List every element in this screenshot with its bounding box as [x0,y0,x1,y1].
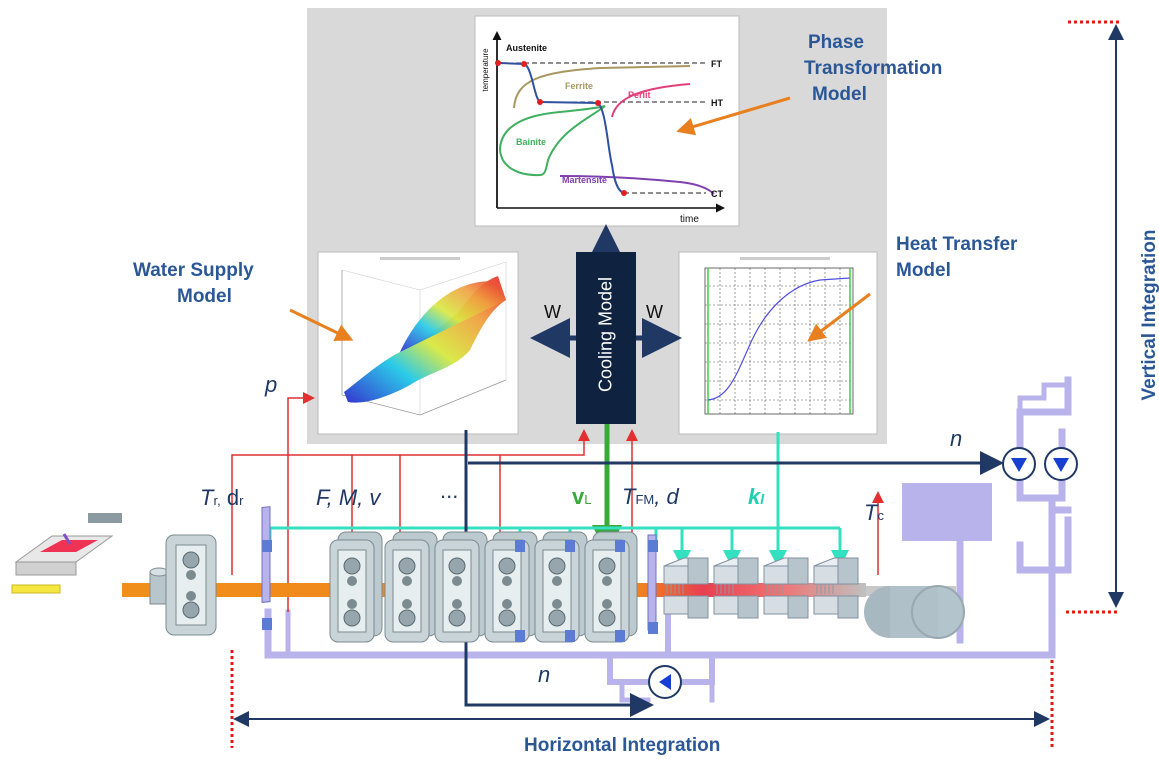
slab-icon [14,513,122,576]
heat-title-line2: Model [896,260,951,281]
phase-martensite: Martensite [562,175,607,185]
w-right-label: W [646,302,663,322]
horizontal-integration-label: Horizontal Integration [524,735,721,756]
phase-title-line2: Transformation [804,58,943,79]
var-n-bottom: n [538,662,551,687]
var-kl: kl [748,484,764,510]
w-left-label: W [544,302,561,322]
var-dots: ... [440,478,459,503]
cooling-model-label: Cooling Model [595,276,616,393]
pump-bottom-icon [648,665,682,699]
pointer-phase [676,96,791,136]
vertical-integration-axis [1066,20,1124,614]
finishing-stand [384,531,438,643]
var-vl: vL [572,484,591,510]
cooling-headers [663,557,859,619]
roughing-stand [149,534,217,636]
heat-model-title: Heat Transfer Model [896,232,1017,284]
kl-symbol: k [748,484,761,509]
phase-transformation-chart: temperature time FT HT CT Austenite Ferr… [474,15,740,227]
pointer-heat [807,292,871,342]
martensite-curve [559,175,715,195]
level-ht: HT [711,98,723,108]
water-title-line2: Model [177,286,232,307]
phase-austenite: Austenite [506,43,547,53]
descaler-right [647,534,658,634]
tfm-symbol: T [622,484,636,509]
descaler-left [261,506,272,630]
spray-nozzle [615,540,625,552]
finishing-stand [434,531,488,643]
var-tc: Tc [864,500,884,526]
phase-model-title: Phase Transformation Model [804,30,942,108]
var-p: p [265,372,278,397]
water-model-title: Water Supply Model [133,258,254,310]
cooling-header [813,557,859,619]
var-fmv: F, M, v [316,485,381,510]
cooling-header [763,557,809,619]
phase-bainite: Bainite [516,137,546,147]
vl-symbol: v [572,484,585,509]
vertical-integration-label: Vertical Integration [1139,229,1159,401]
tr-subscript: r, [213,493,221,508]
water-title-line1: Water Supply [133,260,254,281]
pump-right-2-icon [1044,447,1078,481]
tc-subscript: c [877,508,884,523]
phase-ferrite: Ferrite [565,81,593,91]
spray-nozzle [565,540,575,552]
cooling-header [713,557,759,619]
phase-title-line3: Model [812,84,867,105]
water-supply-plot [317,251,519,435]
xlabel-time: time [680,214,699,225]
cooling-header [663,557,709,619]
finishing-stand [329,531,383,643]
cooling-model-block: Cooling Model [576,252,636,424]
vl-subscript: L [584,492,592,507]
finishing-stand [484,531,538,643]
finishing-stands [329,531,638,643]
level-ct: CT [711,189,723,199]
signal-lines-navy [464,430,1004,717]
phase-title-line1: Phase [808,32,864,53]
kl-subscript: l [760,491,765,507]
heat-transfer-plot [678,251,878,435]
var-tfm-d: TFM, d [622,484,679,510]
finishing-stand [534,531,588,643]
pump-right-1-icon [1002,447,1036,481]
water-tank [902,483,992,541]
var-tr-dr: Tr, dr [200,485,243,511]
phase-perlit: Perlit [628,90,651,100]
dr-symbol: d [226,485,240,510]
bainite-curve [498,105,606,177]
tfm-subscript: FM [635,492,655,507]
perlit-curve [611,83,691,118]
tc-symbol: T [864,500,878,525]
cooling-path [499,62,625,194]
tr-symbol: T [200,485,214,510]
var-n-top: n [950,426,963,451]
level-ft: FT [711,59,722,69]
pointer-water [289,308,354,341]
spray-nozzle [515,540,525,552]
finishing-stand [584,531,638,643]
spray-nozzle [565,630,575,642]
tfm-d: , d [654,484,679,509]
ylabel-temperature: temperature [481,48,490,92]
spray-nozzle [515,630,525,642]
heat-title-line1: Heat Transfer [896,234,1018,255]
horizontal-integration-axis [230,650,1054,748]
spray-nozzle [615,630,625,642]
ferrite-curve [513,65,691,109]
dr-subscript: r [239,493,244,508]
coiler [864,585,965,639]
